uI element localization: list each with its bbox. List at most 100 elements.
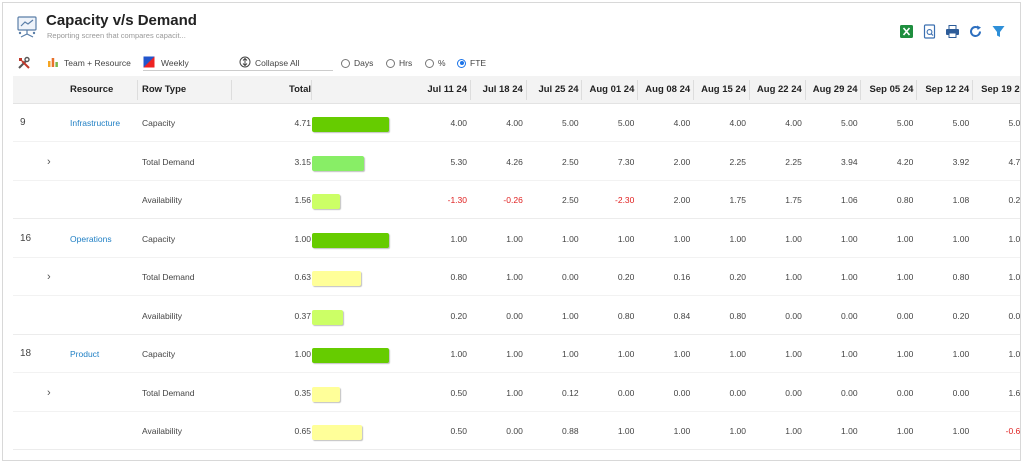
col-week[interactable]: Jul 25 24 bbox=[538, 84, 579, 95]
week-value: 1.00 bbox=[841, 233, 858, 244]
radio-dot[interactable] bbox=[425, 58, 434, 68]
resource-link[interactable]: Infrastructure bbox=[70, 118, 121, 128]
week-value: 0.24 bbox=[1008, 195, 1021, 205]
unit-hrs-radio[interactable]: Hrs bbox=[386, 55, 412, 71]
week-value: 5.00 bbox=[952, 118, 970, 128]
week-value: 1.75 bbox=[785, 195, 802, 205]
week-value: 0.50 bbox=[450, 387, 467, 398]
week-value: 1.00 bbox=[617, 233, 635, 244]
col-row-type[interactable]: Row Type bbox=[142, 84, 187, 95]
week-value: 1.06 bbox=[841, 195, 858, 205]
week-value: 0.20 bbox=[450, 310, 467, 321]
col-week[interactable]: Jul 11 24 bbox=[427, 84, 467, 95]
week-value: 1.00 bbox=[785, 349, 802, 359]
total-bar bbox=[312, 348, 389, 363]
period-label: Weekly bbox=[161, 57, 189, 68]
week-value: 1.00 bbox=[450, 349, 467, 359]
week-value: 1.00 bbox=[1008, 349, 1021, 359]
unit-percent-radio[interactable]: % bbox=[425, 55, 446, 71]
radio-dot[interactable] bbox=[386, 58, 395, 68]
week-value: 0.16 bbox=[673, 272, 691, 282]
col-week[interactable]: Sep 19 24 bbox=[981, 84, 1021, 95]
collapse-icon bbox=[239, 56, 251, 70]
week-value: 2.50 bbox=[562, 156, 579, 167]
week-value: 1.00 bbox=[506, 387, 523, 398]
week-value: 1.00 bbox=[673, 349, 691, 359]
week-value: 1.00 bbox=[506, 233, 523, 244]
col-total[interactable]: Total bbox=[289, 84, 311, 95]
filter-icon[interactable] bbox=[991, 24, 1006, 39]
week-value: 0.00 bbox=[506, 426, 523, 436]
week-value: 0.12 bbox=[562, 387, 579, 398]
expand-chevron-icon[interactable]: › bbox=[47, 271, 51, 283]
resource-id: 16 bbox=[20, 232, 32, 244]
tools-icon[interactable] bbox=[17, 55, 33, 71]
unit-percent-label: % bbox=[438, 58, 446, 68]
week-value: 4.00 bbox=[450, 118, 467, 128]
total-bar bbox=[312, 194, 340, 209]
col-divider bbox=[916, 80, 918, 100]
week-value: 1.00 bbox=[729, 349, 746, 359]
resource-link[interactable]: Product bbox=[70, 349, 100, 359]
week-value: 1.00 bbox=[729, 426, 746, 436]
week-value: 0.00 bbox=[896, 310, 914, 321]
expand-chevron-icon[interactable]: › bbox=[47, 386, 51, 399]
report-icon[interactable] bbox=[922, 24, 937, 39]
col-week[interactable]: Aug 15 24 bbox=[701, 84, 746, 95]
collapse-label: Collapse All bbox=[255, 57, 300, 68]
week-value: 0.84 bbox=[673, 310, 691, 321]
col-week[interactable]: Sep 12 24 bbox=[925, 84, 970, 95]
week-value: 2.00 bbox=[673, 195, 691, 205]
col-divider bbox=[860, 80, 862, 100]
total-bar bbox=[312, 232, 389, 248]
week-value: 1.00 bbox=[785, 233, 802, 244]
radio-dot[interactable] bbox=[341, 58, 350, 68]
col-week[interactable]: Aug 08 24 bbox=[645, 84, 691, 95]
col-week[interactable]: Jul 18 24 bbox=[482, 84, 523, 95]
col-week[interactable]: Sep 05 24 bbox=[869, 84, 914, 95]
row-total: 1.56 bbox=[294, 195, 311, 205]
week-value: 1.75 bbox=[729, 195, 746, 205]
radio-dot-selected[interactable] bbox=[457, 58, 466, 68]
row-type-label: Capacity bbox=[142, 349, 176, 359]
week-value: 1.00 bbox=[1008, 233, 1021, 244]
col-divider bbox=[469, 80, 471, 100]
unit-days-radio[interactable]: Days bbox=[341, 55, 373, 71]
group-by-selector[interactable]: Team + Resource bbox=[47, 55, 131, 71]
week-value: 0.80 bbox=[896, 195, 914, 205]
expand-chevron-icon[interactable]: › bbox=[47, 155, 51, 168]
row-total: 1.00 bbox=[294, 233, 311, 244]
page-subtitle: Reporting screen that compares capacit..… bbox=[47, 31, 186, 40]
row-total: 1.00 bbox=[294, 349, 311, 359]
resource-link[interactable]: Operations bbox=[70, 233, 112, 244]
excel-icon[interactable] bbox=[899, 24, 914, 39]
col-week[interactable]: Aug 22 24 bbox=[756, 84, 802, 95]
calendar-icon bbox=[143, 56, 155, 70]
collapse-all-button[interactable]: Collapse All bbox=[239, 55, 333, 71]
week-value: 0.80 bbox=[729, 310, 746, 321]
resource-id: 18 bbox=[20, 348, 32, 359]
page-title: Capacity v/s Demand bbox=[46, 12, 197, 29]
col-week[interactable]: Aug 29 24 bbox=[812, 84, 858, 95]
week-value: 1.00 bbox=[896, 233, 914, 244]
unit-fte-radio[interactable]: FTE bbox=[457, 55, 486, 71]
refresh-icon[interactable] bbox=[968, 24, 983, 39]
col-week[interactable]: Aug 01 24 bbox=[589, 84, 635, 95]
week-value: 1.00 bbox=[896, 272, 914, 282]
row-type-label: Capacity bbox=[142, 118, 176, 128]
week-value: 0.20 bbox=[952, 310, 970, 321]
print-icon[interactable] bbox=[945, 24, 960, 39]
week-value: 4.00 bbox=[673, 118, 691, 128]
col-resource[interactable]: Resource bbox=[70, 84, 114, 95]
week-value: 4.00 bbox=[729, 118, 746, 128]
unit-days-label: Days bbox=[354, 58, 374, 68]
col-divider bbox=[804, 80, 806, 100]
row-type-label: Total Demand bbox=[142, 272, 195, 282]
week-value: 0.80 bbox=[617, 310, 635, 321]
col-divider bbox=[581, 80, 583, 100]
row-type-label: Capacity bbox=[142, 233, 176, 244]
period-selector[interactable]: Weekly bbox=[143, 55, 243, 71]
table-row: 9 Infrastructure Capacity 4.71 4.00 4.00 5.00 5… bbox=[13, 104, 1020, 142]
week-value: 4.26 bbox=[506, 156, 523, 167]
week-value: 5.00 bbox=[896, 118, 914, 128]
